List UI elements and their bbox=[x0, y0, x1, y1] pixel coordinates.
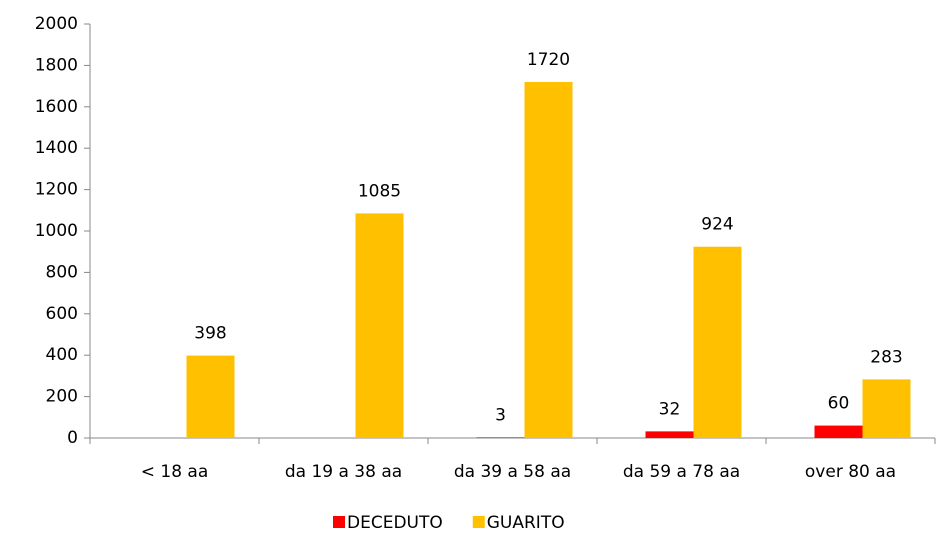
y-tick-label: 1800 bbox=[35, 55, 78, 75]
legend-label: DECEDUTO bbox=[347, 513, 443, 533]
data-label: 3 bbox=[495, 405, 506, 425]
data-label: 1720 bbox=[527, 50, 570, 70]
y-tick-label: 200 bbox=[46, 387, 78, 407]
y-tick-label: 1200 bbox=[35, 180, 78, 200]
y-tick-label: 2000 bbox=[35, 14, 78, 34]
legend-swatch bbox=[333, 516, 345, 528]
x-tick-label: da 19 a 38 aa bbox=[285, 462, 402, 482]
data-label: 32 bbox=[659, 399, 681, 419]
bar bbox=[645, 431, 694, 438]
legend-label: GUARITO bbox=[487, 513, 565, 533]
y-tick-label: 800 bbox=[46, 262, 78, 282]
y-tick-label: 1400 bbox=[35, 138, 78, 158]
x-tick-label: da 59 a 78 aa bbox=[623, 462, 740, 482]
y-tick-label: 1000 bbox=[35, 221, 78, 241]
bar bbox=[862, 379, 911, 438]
legend-swatch bbox=[472, 516, 485, 528]
bar bbox=[693, 246, 742, 438]
bar bbox=[476, 437, 525, 438]
bar bbox=[524, 81, 573, 439]
y-tick-label: 0 bbox=[67, 428, 78, 448]
data-label: 398 bbox=[194, 324, 226, 344]
bar bbox=[186, 355, 235, 438]
data-label: 60 bbox=[828, 394, 850, 414]
y-tick-label: 600 bbox=[46, 304, 78, 324]
data-label: 1085 bbox=[358, 181, 401, 201]
x-tick-label: over 80 aa bbox=[805, 462, 896, 482]
data-label: 924 bbox=[701, 215, 733, 235]
x-tick-label: da 39 a 58 aa bbox=[454, 462, 571, 482]
bar bbox=[814, 425, 863, 438]
y-tick-label: 400 bbox=[46, 345, 78, 365]
y-tick-label: 1600 bbox=[35, 97, 78, 117]
data-label: 283 bbox=[870, 347, 902, 367]
x-tick-label: < 18 aa bbox=[141, 462, 209, 482]
bar bbox=[355, 213, 404, 438]
